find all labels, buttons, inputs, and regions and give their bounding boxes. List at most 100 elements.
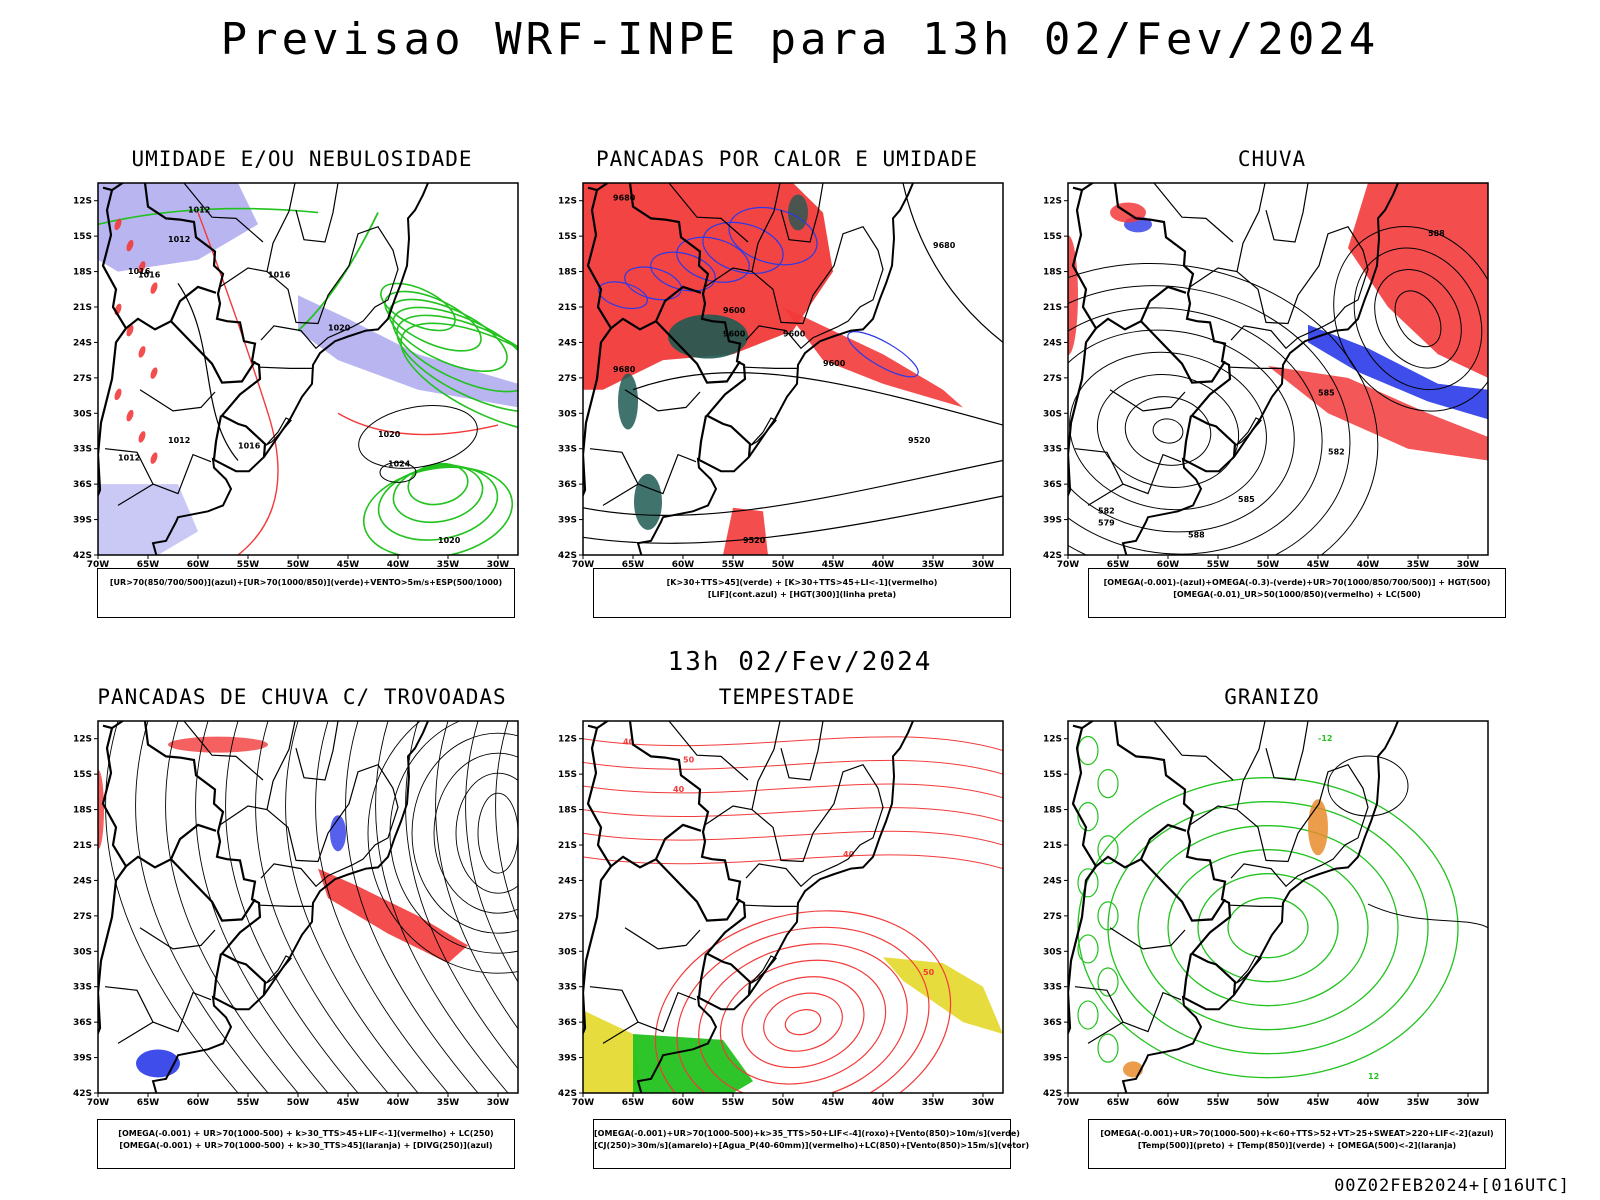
contour-label: 40 bbox=[623, 738, 635, 747]
country-border bbox=[697, 415, 708, 460]
state-border bbox=[1265, 183, 1309, 243]
divergence-area bbox=[330, 815, 346, 852]
lon-tick-label: 65W bbox=[622, 560, 645, 570]
state-border bbox=[104, 986, 154, 1044]
precipitable-water-contour bbox=[654, 910, 952, 1093]
map-frame bbox=[97, 182, 519, 556]
lon-tick-label: 55W bbox=[1207, 560, 1230, 570]
state-border bbox=[1230, 763, 1369, 888]
height-contour bbox=[1124, 396, 1212, 466]
low-humidity-contour bbox=[400, 322, 518, 434]
lat-tick-label: 21S bbox=[73, 303, 92, 313]
lon-tick-label: 70W bbox=[1057, 560, 1080, 570]
height-contour bbox=[1374, 269, 1462, 369]
lon-tick-label: 65W bbox=[137, 1098, 160, 1108]
lon-tick-label: 60W bbox=[1157, 560, 1180, 570]
state-border bbox=[139, 389, 216, 412]
state-border bbox=[1122, 453, 1182, 495]
map-layers: -12 12 bbox=[1068, 721, 1488, 1093]
streamline bbox=[465, 721, 518, 983]
lagoon bbox=[265, 955, 292, 984]
coastline bbox=[636, 721, 914, 1093]
country-border bbox=[98, 189, 128, 498]
streamline bbox=[433, 752, 518, 914]
lat-tick-label: 33S bbox=[73, 983, 92, 993]
lon-tick-label: 40W bbox=[387, 560, 410, 570]
divergence-area bbox=[136, 1049, 180, 1078]
lon-tick-label: 65W bbox=[622, 1098, 645, 1108]
lon-tick-label: 30W bbox=[1457, 560, 1480, 570]
height-contour bbox=[583, 459, 1003, 516]
temp-850-contour bbox=[1227, 897, 1309, 959]
state-border bbox=[1229, 904, 1282, 907]
lat-tick-label: 27S bbox=[73, 912, 92, 922]
temp-500-contour bbox=[1367, 903, 1488, 929]
lat-tick-label: 33S bbox=[558, 983, 577, 993]
run-time-label: 00Z02FEB2024+[016UTC] bbox=[1334, 1176, 1570, 1196]
main-title: Previsao WRF-INPE para 13h 02/Fev/2024 bbox=[220, 14, 1380, 65]
lat-tick-label: 42S bbox=[1043, 1089, 1062, 1099]
map-tempestade: 40 40 50 40 50 12S 15S 18S 21S 24S 27S 30S 33S 36S 39S… bbox=[558, 720, 1004, 1108]
lon-tick-label: 35W bbox=[437, 560, 460, 570]
lat-tick-label: 42S bbox=[558, 551, 577, 561]
country-border bbox=[583, 189, 613, 498]
contour-label: 582 bbox=[1328, 448, 1345, 457]
lat-tick-label: 15S bbox=[1043, 770, 1062, 780]
lat-tick-label: 39S bbox=[558, 516, 577, 526]
lagoon bbox=[750, 417, 777, 446]
contour-label: 9600 bbox=[723, 330, 746, 339]
low-humidity-contour bbox=[362, 466, 514, 555]
state-border bbox=[1153, 183, 1234, 243]
lat-tick-label: 24S bbox=[558, 338, 577, 348]
lat-tick-label: 12S bbox=[558, 735, 577, 745]
state-border bbox=[745, 225, 884, 350]
legend-pancadas-trovoadas: [OMEGA(-0.001) + UR>70(1000-500) + k>30_… bbox=[97, 1119, 515, 1169]
legend-line: [OMEGA(-0.001)+UR>70(1000-500)+k>35_TTS>… bbox=[594, 1129, 1020, 1138]
temp-850-contour bbox=[1077, 934, 1099, 964]
lat-tick-label: 27S bbox=[558, 912, 577, 922]
thickness-contour bbox=[126, 239, 134, 252]
lat-tick-label: 15S bbox=[73, 770, 92, 780]
lat-tick-label: 18S bbox=[73, 806, 92, 816]
precipitable-water-contour bbox=[719, 959, 887, 1085]
lat-tick-label: 24S bbox=[73, 876, 92, 886]
lat-tick-label: 27S bbox=[1043, 912, 1062, 922]
omega-500-area bbox=[1308, 799, 1328, 856]
lon-tick-label: 50W bbox=[287, 1098, 310, 1108]
thunder-showers-area bbox=[168, 736, 268, 753]
lon-tick-label: 50W bbox=[1257, 1098, 1280, 1108]
height-contour bbox=[583, 495, 1003, 544]
low-humidity-contour bbox=[380, 282, 456, 332]
contour-label: 50 bbox=[683, 755, 695, 764]
map-frame bbox=[582, 720, 1004, 1094]
legend-line: [CJ(250)>30m/s](amarelo)+[Agua_P(40-60mm… bbox=[594, 1141, 1030, 1150]
rain-upper-area bbox=[1308, 324, 1488, 420]
height-contour bbox=[1068, 285, 1351, 555]
temp-850-contour bbox=[1097, 835, 1119, 865]
thickness-contour bbox=[337, 412, 499, 436]
lat-tick-label: 30S bbox=[1043, 409, 1062, 419]
lat-tick-label: 18S bbox=[1043, 806, 1062, 816]
temp-850-contour bbox=[1077, 1000, 1099, 1030]
lat-tick-label: 30S bbox=[73, 947, 92, 957]
lat-tick-label: 36S bbox=[1043, 480, 1062, 490]
state-border bbox=[589, 986, 639, 1044]
country-border bbox=[1068, 727, 1098, 1036]
temp-500-contour bbox=[1327, 755, 1409, 817]
thickness-contour bbox=[138, 261, 146, 273]
contour-label: 9520 bbox=[743, 536, 766, 545]
contour-label: 1012 bbox=[168, 235, 190, 244]
thickness-contour bbox=[114, 218, 122, 231]
temp-850-contour bbox=[1097, 967, 1119, 997]
streamline bbox=[285, 721, 419, 1093]
streamline bbox=[367, 721, 518, 974]
country-border bbox=[1182, 953, 1193, 998]
lon-tick-label: 40W bbox=[1357, 560, 1380, 570]
lat-tick-label: 42S bbox=[558, 1089, 577, 1099]
showers-area bbox=[788, 194, 808, 231]
state-border bbox=[704, 721, 781, 826]
contour-label: 585 bbox=[1318, 389, 1335, 398]
lat-tick-label: 18S bbox=[73, 268, 92, 278]
country-border bbox=[1182, 415, 1193, 460]
